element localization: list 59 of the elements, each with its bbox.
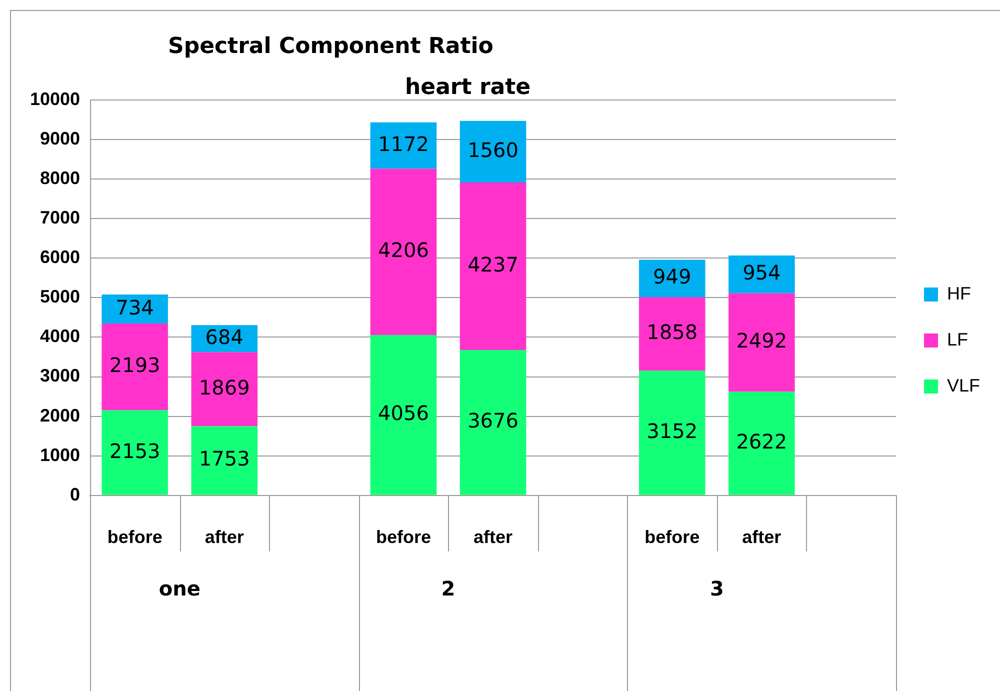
- bar: [102, 410, 168, 495]
- bar: [638, 370, 706, 495]
- bar: [638, 260, 706, 298]
- data-label: 2193: [109, 353, 160, 378]
- data-label: 2153: [109, 438, 160, 463]
- data-label: 2622: [736, 430, 788, 454]
- y-tick-label: 3000: [40, 366, 80, 386]
- legend-label: HF: [946, 283, 971, 304]
- legend-label: LF: [946, 329, 968, 350]
- x-tick-label: before: [107, 527, 162, 548]
- text: 2: [441, 576, 456, 601]
- bar: [460, 350, 526, 495]
- data-label: 3152: [646, 419, 698, 444]
- y-tick-label: 2000: [40, 405, 80, 426]
- bar: [191, 426, 258, 495]
- bar: [460, 182, 526, 350]
- y-tick-label: 10000: [30, 88, 80, 109]
- bar: [728, 392, 795, 495]
- bar: [370, 168, 437, 336]
- bar: [370, 122, 437, 169]
- data-label: 734: [116, 295, 154, 320]
- text: one: [158, 576, 200, 601]
- y-tick-label: 8000: [40, 168, 80, 188]
- x-tick-label: before: [376, 527, 431, 548]
- x-tick-label: after: [474, 527, 513, 548]
- y-tick-label: 4000: [40, 326, 80, 346]
- bar: [102, 324, 168, 410]
- data-label: 1858: [646, 320, 698, 344]
- x-tick-label: after: [742, 527, 782, 548]
- text: 3: [710, 576, 724, 601]
- data-label: 1560: [468, 138, 518, 162]
- bar: [728, 293, 795, 392]
- chart-subtitle: heart rate: [405, 75, 531, 100]
- data-label: 1869: [198, 375, 250, 400]
- bar: [370, 335, 437, 495]
- data-label: 4206: [378, 238, 429, 262]
- y-tick-label: 1000: [40, 444, 80, 465]
- data-label: 1753: [198, 446, 250, 471]
- y-tick-label: 7000: [40, 208, 80, 228]
- data-label: 4056: [378, 401, 429, 426]
- data-label: 4237: [468, 252, 518, 276]
- data-label: 949: [653, 264, 692, 289]
- y-tick-label: 6000: [40, 247, 80, 268]
- y-tick-label: 9000: [40, 128, 80, 149]
- data-label: 3676: [468, 408, 518, 433]
- bar: [638, 297, 706, 371]
- data-label: 1172: [378, 132, 429, 156]
- legend-label: VLF: [946, 375, 980, 396]
- y-tick-label: 0: [70, 484, 80, 504]
- x-tick-label: before: [644, 527, 700, 548]
- y-tick-label: 5000: [40, 286, 80, 307]
- chart-title: Spectral Component Ratio: [168, 34, 494, 59]
- data-label: 954: [742, 260, 781, 285]
- bar: [728, 255, 795, 294]
- bar: [460, 120, 526, 183]
- x-tick-label: after: [204, 527, 244, 548]
- bar: [191, 352, 258, 426]
- data-label: 684: [205, 324, 244, 349]
- data-label: 2492: [736, 328, 788, 353]
